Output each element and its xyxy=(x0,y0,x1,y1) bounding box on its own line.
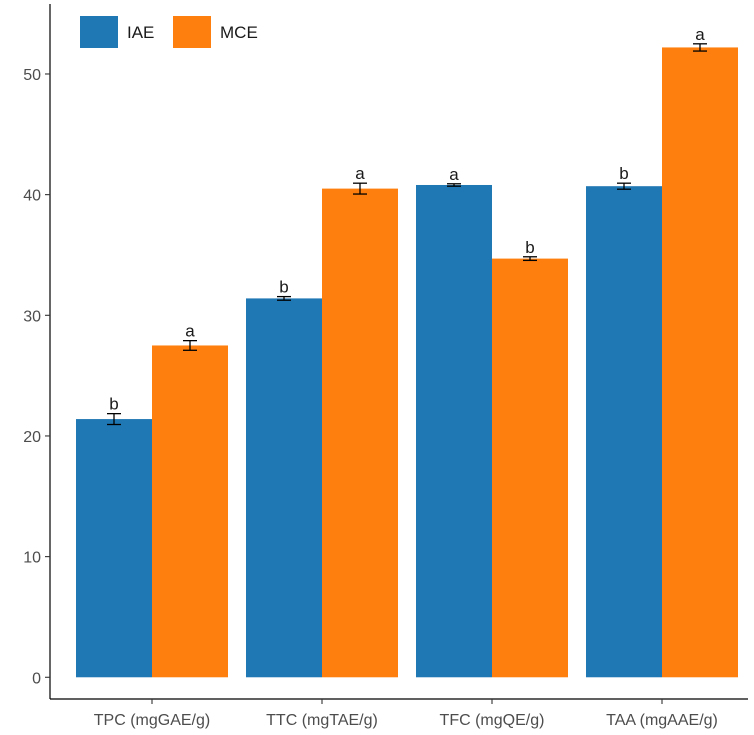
x-tick-label: TTC (mgTAE/g) xyxy=(266,712,378,729)
x-tick-label: TPC (mgGAE/g) xyxy=(94,712,210,729)
bars xyxy=(76,47,738,678)
y-tick-label: 40 xyxy=(23,188,41,205)
significance-letter: b xyxy=(525,238,534,257)
significance-letter: a xyxy=(185,322,195,341)
y-tick-label: 0 xyxy=(32,670,41,687)
significance-letter: a xyxy=(355,164,365,183)
y-tick-label: 50 xyxy=(23,67,41,84)
bar-iae xyxy=(416,184,492,678)
significance-letter: b xyxy=(279,278,288,297)
axes: 0 10 20 30 40 50 TPC (mgGAE/g) TTC (mgTAE/g) TFC… xyxy=(23,4,748,729)
significance-letter: b xyxy=(619,164,628,183)
bar-iae xyxy=(246,298,322,678)
legend-swatch-mce xyxy=(173,16,211,48)
bar-iae xyxy=(586,186,662,678)
y-tick-label: 30 xyxy=(23,308,41,325)
legend-label-iae: IAE xyxy=(127,23,154,42)
bar-mce xyxy=(322,188,398,678)
bar-mce xyxy=(492,258,568,678)
significance-labels: b b a b a a b a xyxy=(109,25,705,414)
significance-letter: b xyxy=(109,395,118,414)
bar-iae xyxy=(76,419,152,678)
significance-letter: a xyxy=(695,25,705,44)
legend-swatch-iae xyxy=(80,16,118,48)
x-tick-label: TAA (mgAAE/g) xyxy=(606,712,718,729)
legend-label-mce: MCE xyxy=(220,23,258,42)
bar-mce xyxy=(152,345,228,678)
bar-mce xyxy=(662,47,738,678)
x-tick-label: TFC (mgQE/g) xyxy=(440,712,545,729)
error-bars xyxy=(107,43,707,426)
legend: IAE MCE xyxy=(80,16,258,48)
y-tick-label: 10 xyxy=(23,550,41,567)
y-tick-label: 20 xyxy=(23,429,41,446)
significance-letter: a xyxy=(449,165,459,184)
